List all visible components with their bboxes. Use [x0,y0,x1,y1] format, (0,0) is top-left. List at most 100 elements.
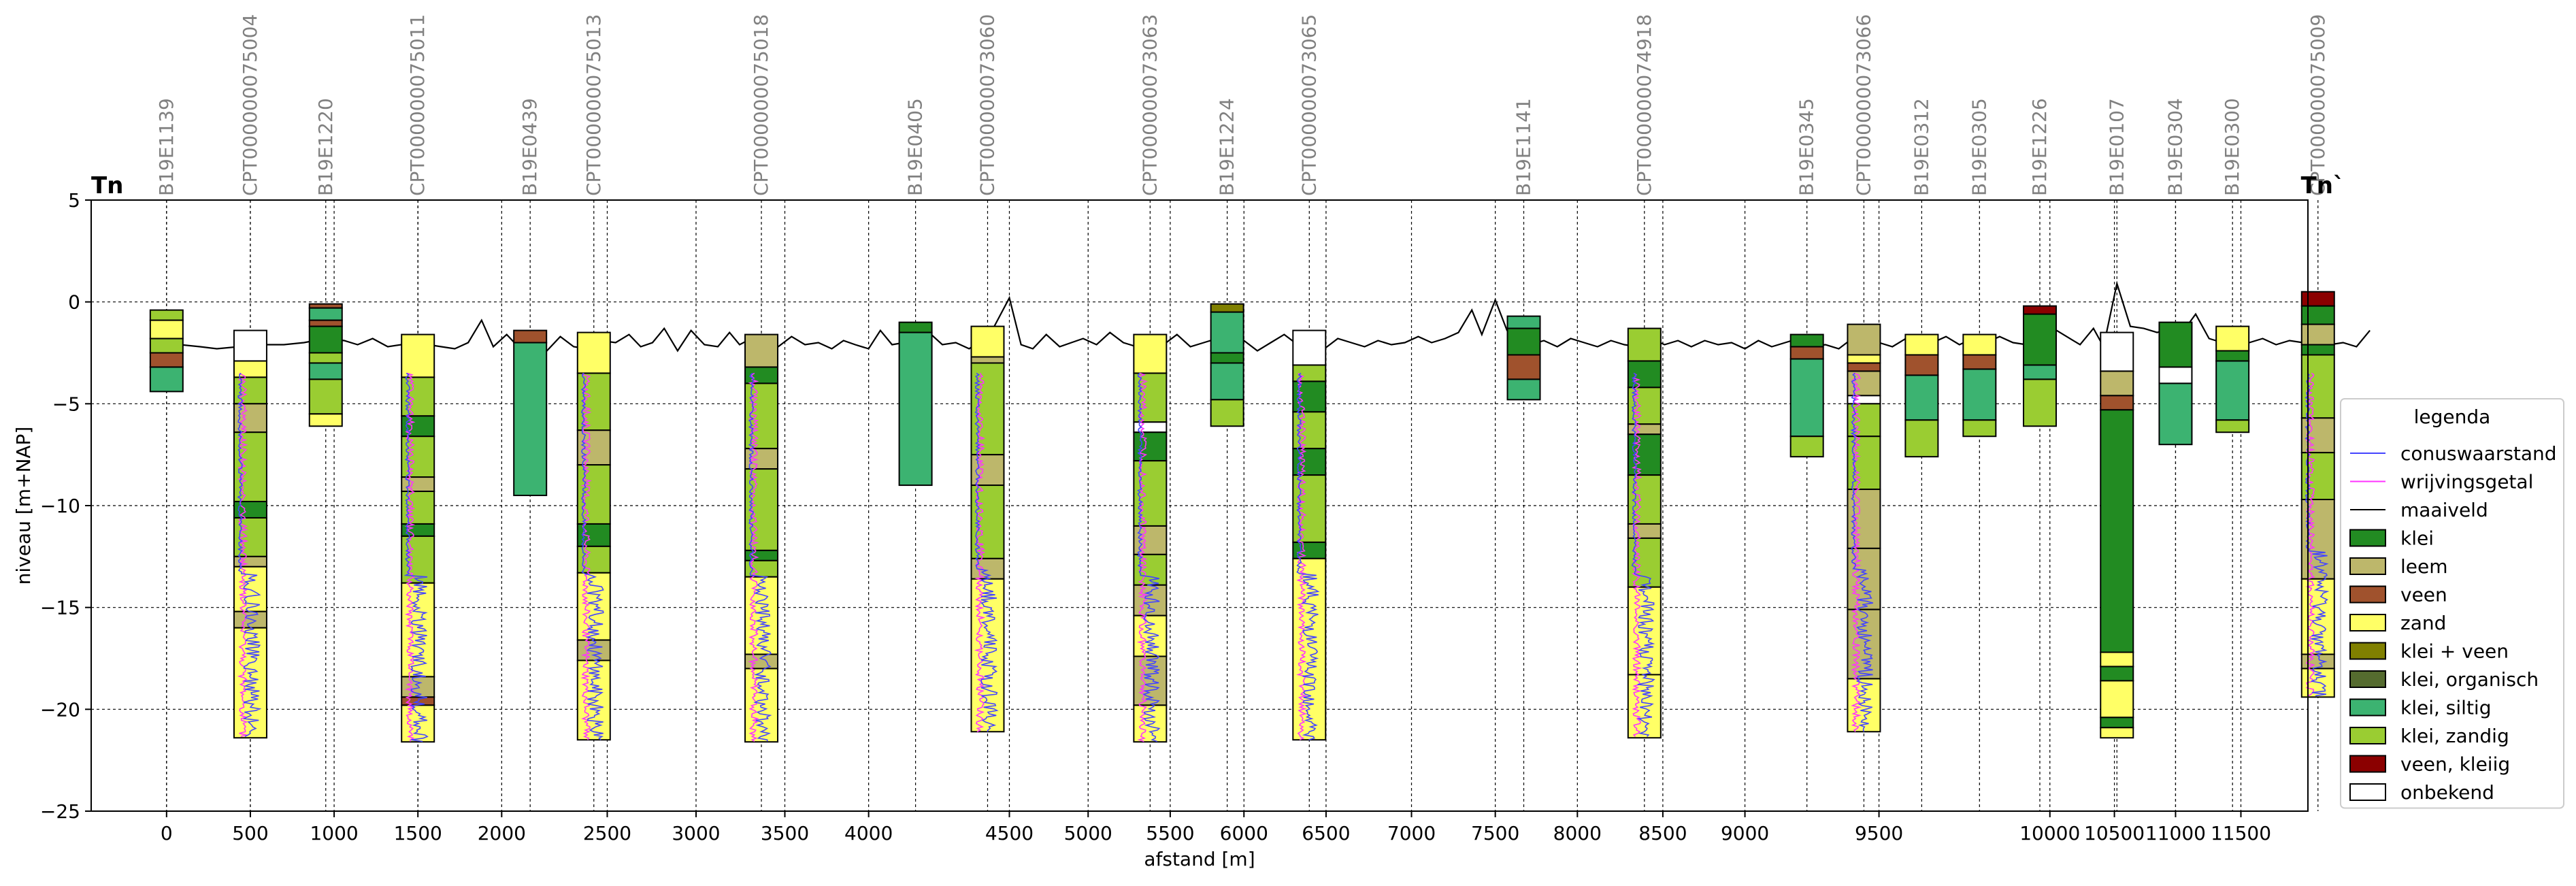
soil-layer [1789,346,1824,360]
soil-layer [308,362,343,380]
legend-label: veen, kleiig [2400,753,2510,776]
borehole-B19E1139 [149,309,184,393]
borehole-B19E1220 [308,303,343,427]
borehole-label: CPT000000075009 [2307,14,2329,196]
y-tick-label: −20 [40,698,80,721]
soil-layer [970,485,1005,559]
soil-layer [2100,331,2134,372]
borehole-label: CPT000000075018 [750,14,772,196]
soil-layer [1210,311,1244,354]
soil-layer [1904,419,1939,458]
soil-layer [1962,354,1997,370]
legend-swatch [2349,783,2386,801]
soil-layer [576,429,611,466]
borehole-label: B19E0300 [2221,98,2243,196]
legend-label: klei, siltig [2400,697,2491,719]
soil-layer [233,329,267,362]
borehole-label: B19E1139 [155,98,178,196]
soil-layer [1292,329,1327,366]
legend-swatch [2349,698,2386,717]
conuswaarstand-curve [1137,372,1161,742]
soil-layer [2300,354,2335,419]
x-axis-label: afstand [m] [1144,848,1255,870]
soil-layer [576,464,611,525]
legend-item: klei + veen [2349,640,2509,663]
soil-layer [2022,378,2057,427]
legend-item: wrijvingsgetal [2350,471,2533,493]
soil-layer [1133,584,1168,617]
borehole-label: B19E1226 [2028,98,2051,196]
borehole-B19E0300 [2215,325,2250,433]
conuswaarstand-curve [2305,372,2330,697]
borehole-B19E0345 [1789,333,1824,458]
legend-label: wrijvingsgetal [2400,471,2533,493]
soil-layer [1962,333,1997,356]
borehole-CPT000000075004 [233,329,267,739]
wrijvingsgetal-curve [2304,372,2316,697]
soil-layer [2215,350,2250,362]
legend-label: klei, zandig [2400,725,2509,747]
legend-label: klei + veen [2400,640,2509,663]
soil-layer [513,329,548,344]
borehole-B19E1226 [2022,305,2057,427]
borehole-CPT000000075018 [744,333,779,743]
borehole-label: B19E0345 [1796,98,1818,196]
soil-layer [2215,419,2250,433]
soil-layer [513,342,548,497]
soil-layer [1847,436,1881,491]
borehole-label: CPT000000073063 [1138,14,1161,196]
soil-layer [1627,327,1662,362]
x-axis-ticks: 0 500 1000 1500 2000 2500 3000 3500 4000 4500 5000… [161,811,2271,844]
y-tick-label: 5 [68,189,80,212]
soil-layer [2100,395,2134,411]
legend-item: klei, siltig [2349,697,2491,719]
borehole-CPT000000073060 [970,325,1005,733]
soil-layer [233,376,267,405]
soil-layer [1847,403,1881,438]
legend-item: veen, kleiig [2349,753,2510,776]
soil-layer [233,610,267,629]
borehole-CPT000000073065 [1292,329,1327,741]
y-axis-ticks: 5 0 −5 −10 −15 −20 −25 [40,189,91,823]
legend-item: veen [2349,584,2447,606]
conuswaarstand-curve [403,372,429,742]
x-tick-label: 0 [161,822,173,844]
soil-layer [1847,362,1881,372]
soil-layer [2100,370,2134,397]
soil-layer [401,333,435,378]
soil-layer [576,639,611,661]
borehole-CPT000000075009 [2300,291,2335,698]
soil-layer [149,338,184,354]
y-tick-label: 0 [68,291,80,314]
legend-label: leem [2400,555,2448,578]
soil-layer [1133,431,1168,462]
soil-layer [149,319,184,340]
legend-swatch [2349,529,2386,547]
soil-layer [1904,333,1939,356]
legend-box [2340,398,2564,809]
x-tick-label: 6500 [1302,822,1350,844]
soil-layer [1210,362,1244,401]
borehole-CPT000000073066 [1847,323,1881,733]
borehole-CPT000000075011 [401,333,435,743]
borehole-CPT000000075013 [576,331,611,741]
borehole-label: B19E0304 [2164,98,2186,196]
soil-layer [2215,360,2250,421]
legend-item: zand [2349,612,2446,634]
borehole-label: CPT000000075004 [239,14,261,196]
soil-layer [576,572,611,641]
soil-layer [1506,327,1541,356]
borehole-labels: B19E1139 CPT000000075004 B19E1220 CPT000000… [155,14,2329,196]
y-tick-label: −15 [40,597,80,619]
borehole-label: CPT000000074918 [1633,14,1655,196]
conuswaarstand-curve [1296,372,1320,740]
x-tick-label: 7500 [1471,822,1519,844]
legend-label: onbekend [2400,781,2494,804]
x-tick-label: 4000 [844,822,893,844]
legend-swatch [2349,557,2386,575]
soil-layer [233,627,267,739]
borehole-label: B19E0305 [1968,98,1990,196]
legend-item: klei [2349,527,2434,550]
x-tick-label: 8000 [1553,822,1602,844]
soil-layer [2158,382,2193,446]
